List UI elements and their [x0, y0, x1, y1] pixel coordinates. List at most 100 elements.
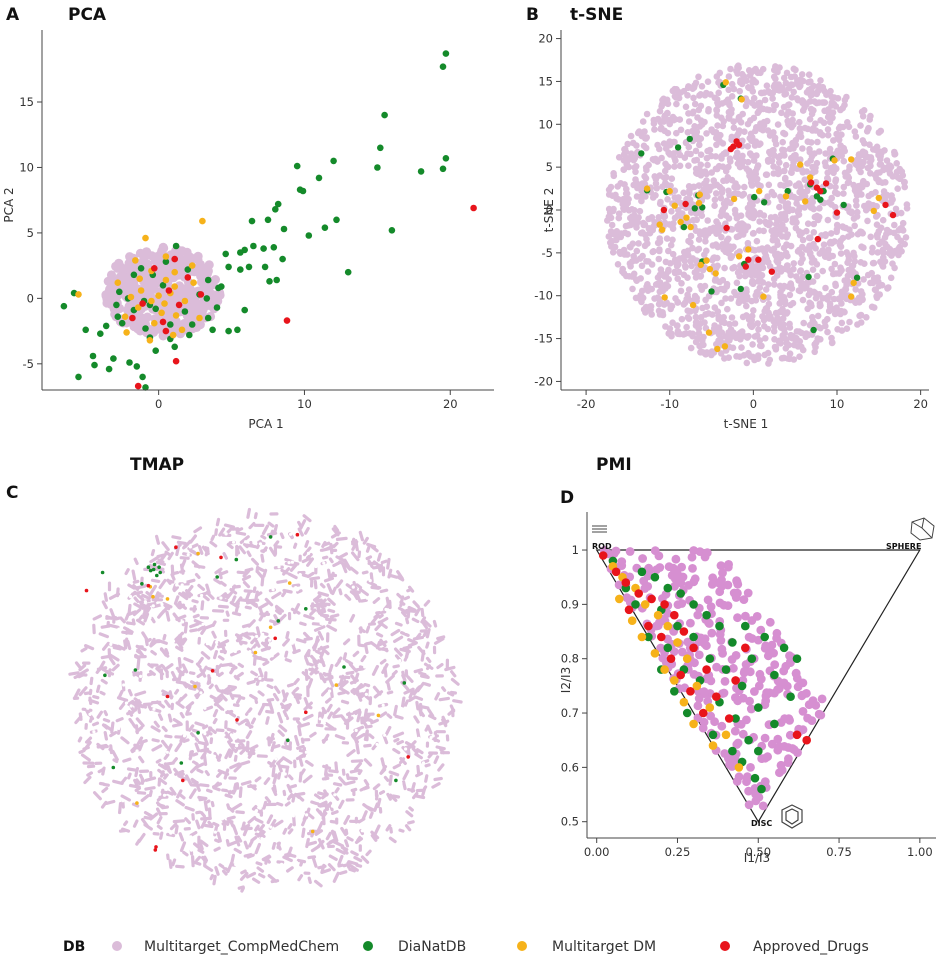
tmap-branch — [192, 752, 199, 757]
tmap-point-dianatdb — [100, 570, 105, 575]
tmap-branch — [101, 641, 110, 651]
tsne-background-point — [708, 152, 715, 160]
tmap-branch — [327, 568, 332, 580]
tmap-gap — [224, 864, 228, 868]
pmi-background-point — [694, 650, 704, 660]
tmap-branch — [78, 686, 88, 697]
tmap-gap — [189, 835, 193, 839]
pca-point-dianatdb — [213, 304, 221, 311]
tsne-background-point — [819, 267, 826, 275]
tmap-gap — [365, 617, 369, 621]
tmap-gap — [220, 817, 224, 821]
tsne-background-point — [771, 336, 778, 343]
tsne-background-point — [649, 248, 656, 256]
tsne-background-point — [627, 214, 634, 222]
pmi-background-point — [751, 796, 761, 806]
y-tick-label: 0 — [27, 291, 34, 305]
tsne-background-point — [782, 79, 790, 87]
tsne-background-point — [797, 267, 805, 274]
tsne-background-point — [732, 210, 739, 218]
tmap-gap — [316, 734, 320, 738]
tsne-background-point — [799, 346, 807, 354]
tmap-branch — [203, 800, 209, 812]
tmap-branch — [398, 828, 405, 833]
tmap-gap — [383, 733, 387, 737]
tmap-branch — [307, 876, 312, 885]
pmi-background-point — [732, 777, 742, 786]
tmap-gap — [162, 793, 167, 797]
tmap-branch — [234, 835, 241, 847]
tmap-branch — [266, 814, 274, 825]
tsne-background-point — [615, 214, 623, 222]
tmap-branch — [293, 695, 302, 700]
tmap-branch — [77, 736, 83, 743]
tsne-background-point — [781, 152, 788, 159]
tmap-gap — [191, 716, 195, 720]
tmap-gap — [379, 650, 384, 654]
tmap-branch — [77, 672, 86, 679]
tmap-gap — [210, 650, 214, 654]
tmap-branch — [403, 651, 410, 662]
tsne-background-point — [824, 216, 832, 224]
tmap-branch — [349, 590, 360, 599]
tmap-branch — [314, 598, 323, 604]
tmap-gap — [399, 781, 403, 785]
tmap-branch — [126, 767, 137, 772]
tmap-branch — [252, 586, 257, 594]
tsne-background-point — [860, 244, 867, 251]
tmap-branch — [117, 801, 123, 815]
tsne-background-point — [719, 163, 727, 170]
tmap-branch — [101, 600, 108, 610]
y-tick-label: -5 — [542, 246, 553, 260]
pmi-background-point — [617, 557, 627, 566]
tmap-branch — [174, 688, 180, 695]
tsne-background-point — [836, 123, 844, 131]
tsne-background-point — [815, 82, 822, 90]
pmi-point-dianatdb — [770, 670, 779, 680]
pmi-point-dianatdb — [663, 643, 673, 653]
pmi-background-point — [776, 760, 786, 770]
tmap-branch — [328, 854, 338, 862]
tsne-background-point — [778, 109, 785, 117]
tsne-background-point — [896, 243, 903, 251]
tmap-branch — [331, 810, 339, 816]
tmap-branch — [373, 802, 379, 813]
tmap-branch — [86, 771, 94, 777]
pmi-background-point — [698, 723, 708, 733]
tsne-background-point — [832, 165, 840, 173]
tmap-gap — [152, 707, 156, 711]
tsne-background-point — [809, 288, 816, 296]
tmap-branch — [380, 559, 388, 565]
tmap-branch — [172, 757, 178, 764]
pca-point-dianatdb — [142, 325, 149, 332]
tsne-background-point — [745, 316, 753, 323]
tsne-background-point — [643, 110, 651, 118]
tsne-background-point — [609, 249, 617, 256]
tsne-background-point — [867, 233, 874, 241]
pca-point-approved-drugs — [151, 265, 158, 272]
tmap-branch — [433, 755, 440, 765]
tmap-branch — [173, 595, 180, 606]
tmap-branch — [287, 828, 294, 835]
tsne-background-point — [654, 141, 661, 149]
tsne-background-point — [756, 275, 764, 283]
tmap-branch — [386, 713, 393, 719]
tsne-background-point — [754, 320, 761, 327]
tsne-point-approved-drugs — [733, 138, 740, 145]
tmap-gap — [298, 573, 302, 577]
pmi-background-point — [719, 600, 729, 610]
tmap-branch — [231, 611, 242, 617]
tsne-background-point — [810, 107, 817, 114]
tsne-background-point — [609, 192, 616, 199]
panel-b-title: t-SNE — [570, 5, 623, 25]
tmap-branch — [258, 823, 265, 832]
pmi-point-dianatdb — [731, 714, 740, 723]
tsne-background-point — [731, 320, 739, 327]
tsne-background-point — [721, 264, 728, 272]
tmap-branch — [177, 601, 187, 610]
tsne-background-point — [764, 325, 772, 333]
tmap-gap — [290, 641, 294, 645]
tmap-branch — [401, 610, 408, 618]
tmap-branch — [303, 701, 313, 711]
tmap-branch — [156, 815, 163, 825]
